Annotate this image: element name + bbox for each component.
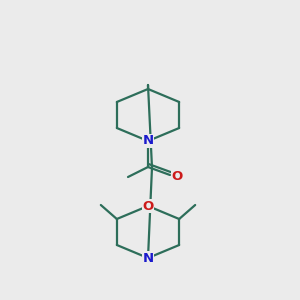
Text: O: O	[142, 200, 154, 212]
Text: N: N	[142, 134, 154, 148]
Text: O: O	[171, 170, 183, 184]
Text: N: N	[142, 251, 154, 265]
